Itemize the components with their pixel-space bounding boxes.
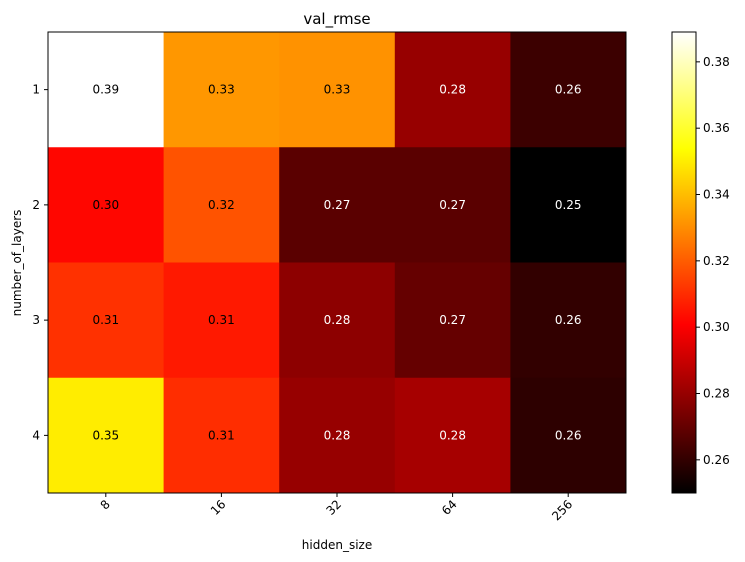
heatmap-cell xyxy=(279,262,396,379)
heatmap-cell xyxy=(48,377,165,494)
y-axis-ticks: 1 2 3 4 xyxy=(32,83,48,442)
heatmap-cell xyxy=(394,377,511,494)
heatmap-cell xyxy=(394,262,511,379)
colorbar-tick-label: 0.26 xyxy=(703,453,730,467)
y-axis-label: number_of_layers xyxy=(10,210,24,317)
x-tick-label: 256 xyxy=(549,497,575,523)
colorbar xyxy=(671,31,697,494)
cell-value-label: 0.39 xyxy=(92,83,119,97)
cell-value-label: 0.31 xyxy=(208,428,235,442)
heatmap-cell xyxy=(510,147,627,263)
cell-value-label: 0.27 xyxy=(439,313,466,327)
y-tick-label: 2 xyxy=(32,198,40,212)
cell-value-label: 0.33 xyxy=(324,83,351,97)
x-tick-label: 8 xyxy=(98,497,113,512)
heatmap-cell xyxy=(48,262,165,379)
cell-value-label: 0.28 xyxy=(439,83,466,97)
heatmap-cell xyxy=(163,147,280,263)
heatmap-cell xyxy=(48,147,165,263)
cell-value-label: 0.31 xyxy=(208,313,235,327)
cell-value-label: 0.33 xyxy=(208,83,235,97)
y-tick-label: 3 xyxy=(32,313,40,327)
cell-value-label: 0.32 xyxy=(208,198,235,212)
x-axis-ticks: 8 16 32 64 256 xyxy=(98,493,575,523)
cell-value-label: 0.27 xyxy=(439,198,466,212)
heatmap-cell xyxy=(510,377,627,494)
heatmap-cell xyxy=(279,147,396,263)
x-axis-label: hidden_size xyxy=(302,538,372,552)
y-tick-label: 1 xyxy=(32,83,40,97)
colorbar-tick-label: 0.38 xyxy=(703,55,730,69)
x-tick-label: 16 xyxy=(208,497,229,518)
colorbar-tick-label: 0.30 xyxy=(703,320,730,334)
cell-value-label: 0.26 xyxy=(555,313,582,327)
heatmap-cell xyxy=(163,262,280,379)
colorbar-tick-label: 0.32 xyxy=(703,254,730,268)
cell-value-label: 0.30 xyxy=(92,198,119,212)
colorbar-ticks: 0.26 0.28 0.30 0.32 0.34 0.36 0.38 xyxy=(696,55,730,467)
heatmap-cell xyxy=(510,32,627,148)
heatmap-cell xyxy=(394,32,511,148)
chart-title: val_rmse xyxy=(303,10,370,29)
heatmap-cell xyxy=(279,32,396,148)
y-tick-label: 4 xyxy=(32,428,40,442)
cell-value-label: 0.28 xyxy=(439,428,466,442)
cell-value-label: 0.31 xyxy=(92,313,119,327)
cell-value-label: 0.27 xyxy=(324,198,351,212)
colorbar-tick-label: 0.28 xyxy=(703,387,730,401)
cell-value-label: 0.26 xyxy=(555,83,582,97)
colorbar-tick-label: 0.36 xyxy=(703,121,730,135)
heatmap-cell xyxy=(163,377,280,494)
heatmap-cell xyxy=(394,147,511,263)
cell-value-label: 0.28 xyxy=(324,313,351,327)
heatmap-cell xyxy=(48,32,165,148)
heatmap-cells: 0.39 0.33 0.33 0.28 0.26 0.30 0.32 0.27 0.27 0.25… xyxy=(48,32,627,494)
cell-value-label: 0.25 xyxy=(555,198,582,212)
heatmap-cell xyxy=(163,32,280,148)
cell-value-label: 0.26 xyxy=(555,428,582,442)
cell-value-label: 0.35 xyxy=(92,428,119,442)
cell-value-label: 0.28 xyxy=(324,428,351,442)
heatmap-cell xyxy=(510,262,627,379)
heatmap-cell xyxy=(279,377,396,494)
colorbar-tick-label: 0.34 xyxy=(703,188,730,202)
x-tick-label: 64 xyxy=(439,497,460,518)
x-tick-label: 32 xyxy=(323,497,344,518)
